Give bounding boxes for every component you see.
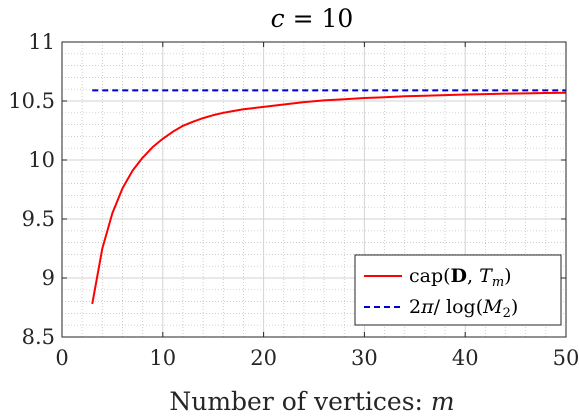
y-tick-labels: 8.5 9 9.5 10 10.5 11 — [8, 30, 55, 349]
x-tick-label: 30 — [351, 346, 378, 370]
y-tick-label: 9 — [42, 266, 55, 290]
legend-box — [354, 254, 562, 326]
legend: cap(D, Tm) 2π/ log(M2) — [354, 254, 562, 326]
x-tick-label: 0 — [55, 346, 68, 370]
title-equation: = 10 — [285, 4, 354, 33]
series-line-1 — [91, 91, 567, 305]
x-tick-label: 40 — [452, 346, 479, 370]
legend-label-cap: cap(D, Tm) — [409, 265, 512, 290]
title-variable: c — [271, 4, 285, 33]
axis-ticks — [61, 41, 567, 338]
y-tick-label: 8.5 — [22, 325, 55, 349]
x-axis-label-variable: m — [431, 387, 455, 416]
x-axis-label-text: Number of vertices: — [169, 387, 431, 416]
y-tick-label: 11 — [28, 30, 55, 54]
y-tick-label: 10 — [28, 148, 55, 172]
chart-title: c = 10 — [271, 4, 354, 33]
y-tick-label: 10.5 — [8, 89, 55, 113]
x-axis-label: Number of vertices: m — [169, 387, 454, 416]
plot-frame — [61, 41, 567, 338]
x-tick-label: 10 — [149, 346, 176, 370]
x-tick-label: 50 — [553, 346, 579, 370]
minor-grid — [62, 42, 566, 337]
x-tick-labels: 0 10 20 30 40 50 — [55, 346, 579, 370]
legend-label-bound: 2π/ log(M2) — [409, 296, 518, 321]
y-tick-label: 9.5 — [22, 207, 55, 231]
x-tick-label: 20 — [250, 346, 277, 370]
series-layer — [91, 89, 567, 305]
